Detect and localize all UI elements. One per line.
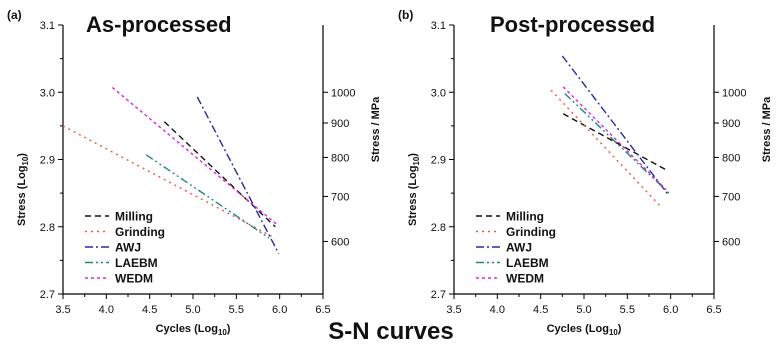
y2-tick-label: 900 (331, 118, 349, 130)
y-axis-title: Stress (Log10) (407, 153, 421, 226)
x-axis-title: Cycles (Log10) (547, 323, 622, 337)
series-line-laebm (145, 154, 270, 239)
y-tick-label: 2.8 (40, 222, 55, 234)
series-line-grinding (550, 89, 660, 206)
x-tick-label: 6.0 (663, 304, 678, 316)
y-tick-label: 3.1 (431, 20, 446, 32)
y2-tick-label: 1000 (331, 87, 355, 99)
y2-tick-label: 900 (722, 118, 740, 130)
x-tick-label: 6.5 (706, 304, 721, 316)
x-tick-label: 5.0 (185, 304, 200, 316)
legend-label-awj: AWJ (115, 241, 141, 255)
legend-label-grinding: Grinding (506, 225, 556, 239)
series-line-grinding (62, 125, 276, 239)
x-tick-label: 5.0 (576, 304, 591, 316)
y2-axis-title: Stress / MPa (761, 96, 773, 162)
y-tick-label: 2.9 (40, 155, 55, 167)
y-tick-label: 2.7 (40, 289, 55, 301)
x-tick-label: 3.5 (55, 304, 70, 316)
series-line-laebm (564, 93, 670, 194)
x-tick-label: 4.5 (533, 304, 548, 316)
x-tick-label: 4.0 (490, 304, 505, 316)
y2-tick-label: 600 (722, 236, 740, 248)
series-line-awj (561, 55, 669, 195)
legend-label-laebm: LAEBM (506, 256, 549, 270)
y-tick-label: 3.0 (431, 87, 446, 99)
legend-label-milling: Milling (115, 210, 153, 224)
y2-tick-label: 700 (331, 191, 349, 203)
y2-tick-label: 800 (331, 152, 349, 164)
legend-label-grinding: Grinding (115, 225, 165, 239)
panel-label: (a) (7, 8, 22, 22)
x-tick-label: 4.5 (142, 304, 157, 316)
chart-title: As-processed (86, 12, 232, 37)
legend-label-milling: Milling (506, 210, 544, 224)
legend-label-wedm: WEDM (506, 272, 544, 286)
x-axis-title: Cycles (Log10) (156, 323, 231, 337)
y-axis-title: Stress (Log10) (16, 153, 30, 226)
figure-caption: S-N curves (328, 318, 454, 345)
x-tick-label: 3.5 (446, 304, 461, 316)
series-line-wedm (562, 86, 667, 191)
y2-tick-label: 1000 (722, 87, 746, 99)
x-tick-label: 6.5 (315, 304, 330, 316)
y-tick-label: 2.7 (431, 289, 446, 301)
chart-panel-b: 3.5 4.0 4.5 5.0 5.5 6.0 6.5 2.7 2.8 2.9 3.0 3.1 600 7… (398, 8, 773, 337)
legend-label-wedm: WEDM (115, 272, 153, 286)
chart-title: Post-processed (490, 12, 655, 37)
x-tick-label: 6.0 (272, 304, 287, 316)
y2-axis-title: Stress / MPa (370, 96, 382, 162)
y-tick-label: 3.1 (40, 20, 55, 32)
series-line-wedm (111, 86, 279, 226)
y-tick-label: 3.0 (40, 87, 55, 99)
x-tick-label: 5.5 (229, 304, 244, 316)
x-tick-label: 4.0 (99, 304, 114, 316)
legend-label-awj: AWJ (506, 241, 532, 255)
x-tick-label: 5.5 (620, 304, 635, 316)
series-line-milling (163, 121, 276, 228)
y-tick-label: 2.9 (431, 155, 446, 167)
y2-tick-label: 700 (722, 191, 740, 203)
y2-tick-label: 600 (331, 236, 349, 248)
legend-label-laebm: LAEBM (115, 256, 158, 270)
y2-tick-label: 800 (722, 152, 740, 164)
series-line-awj (196, 96, 280, 255)
panel-label: (b) (398, 8, 413, 22)
chart-panel-a: 3.5 4.0 4.5 5.0 5.5 6.0 6.5 2.7 2.8 2.9 3.0 3.1 600 7… (7, 8, 382, 337)
y-tick-label: 2.8 (431, 222, 446, 234)
